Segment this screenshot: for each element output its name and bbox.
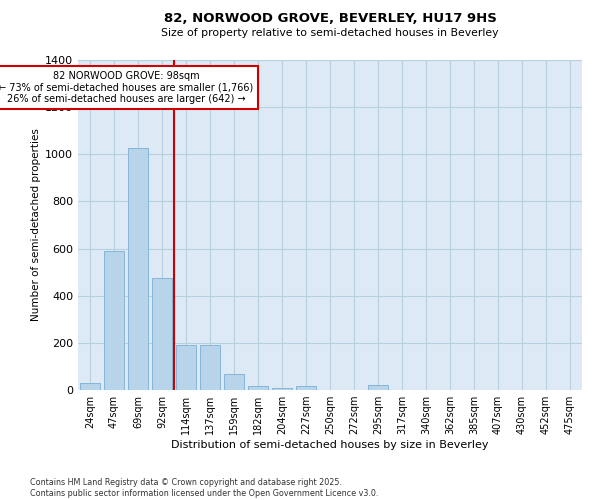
Bar	[128, 148, 148, 390]
X-axis label: Distribution of semi-detached houses by size in Beverley: Distribution of semi-detached houses by …	[171, 440, 489, 450]
Text: 82, NORWOOD GROVE, BEVERLEY, HU17 9HS: 82, NORWOOD GROVE, BEVERLEY, HU17 9HS	[164, 12, 496, 26]
Bar	[272, 388, 292, 390]
Text: 82 NORWOOD GROVE: 98sqm
← 73% of semi-detached houses are smaller (1,766)
26% of: 82 NORWOOD GROVE: 98sqm ← 73% of semi-de…	[0, 70, 254, 104]
Bar	[176, 345, 196, 390]
Bar	[80, 383, 100, 390]
Y-axis label: Number of semi-detached properties: Number of semi-detached properties	[31, 128, 41, 322]
Bar	[248, 386, 268, 390]
Bar	[104, 251, 124, 390]
Text: Contains HM Land Registry data © Crown copyright and database right 2025.
Contai: Contains HM Land Registry data © Crown c…	[30, 478, 379, 498]
Bar	[368, 386, 388, 390]
Bar	[296, 386, 316, 390]
Bar	[152, 278, 172, 390]
Bar	[224, 374, 244, 390]
Bar	[200, 345, 220, 390]
Text: Size of property relative to semi-detached houses in Beverley: Size of property relative to semi-detach…	[161, 28, 499, 38]
